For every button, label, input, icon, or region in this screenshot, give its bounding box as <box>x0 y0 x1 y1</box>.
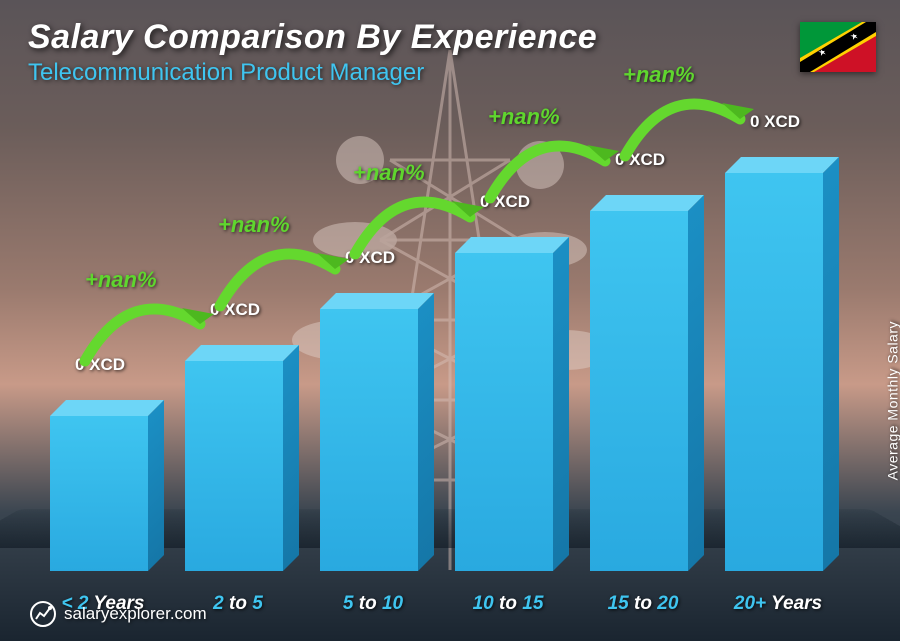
bar-4-value: 0 XCD <box>445 192 565 212</box>
footer-url: salaryexplorer.com <box>64 604 207 624</box>
country-flag <box>800 22 876 72</box>
bar-chart: 0 XCD < 2 Years 0 XCD 2 to 5 0 XCD 5 to … <box>40 140 850 571</box>
growth-label-5: +nan% <box>623 62 695 88</box>
bar-2-value: 0 XCD <box>175 300 295 320</box>
chart-title: Salary Comparison By Experience <box>28 18 872 57</box>
bar-5-value: 0 XCD <box>580 150 700 170</box>
chart-header: Salary Comparison By Experience Telecomm… <box>28 18 872 87</box>
growth-label-2: +nan% <box>218 212 290 238</box>
growth-label-4: +nan% <box>488 104 560 130</box>
footer: salaryexplorer.com <box>30 601 207 627</box>
bar-3-value: 0 XCD <box>310 248 430 268</box>
y-axis-label: Average Monthly Salary <box>884 321 900 480</box>
bar-4-xlabel: 10 to 15 <box>443 593 573 615</box>
bar-6-xlabel: 20+ Years <box>713 593 843 615</box>
bar-5-xlabel: 15 to 20 <box>578 593 708 615</box>
growth-label-3: +nan% <box>353 160 425 186</box>
footer-logo-icon <box>30 601 56 627</box>
bar-6-value: 0 XCD <box>715 112 835 132</box>
bar-1-value: 0 XCD <box>40 355 160 375</box>
bar-3-xlabel: 5 to 10 <box>308 593 438 615</box>
chart-subtitle: Telecommunication Product Manager <box>28 59 872 87</box>
growth-label-1: +nan% <box>85 267 157 293</box>
